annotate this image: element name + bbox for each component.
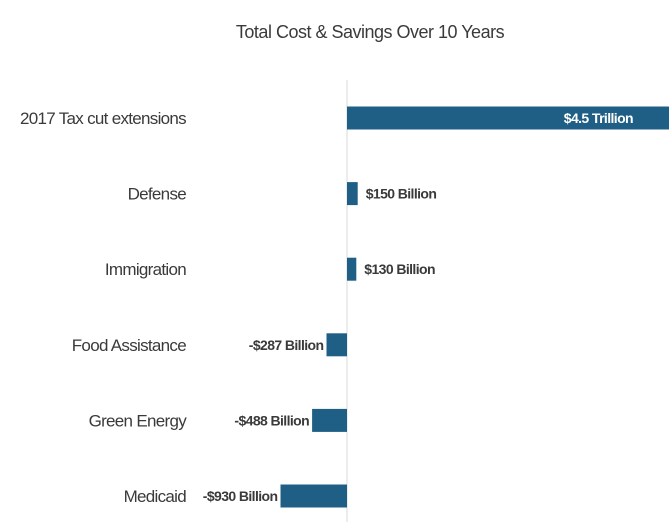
data-label: -$488 Billion [234,412,309,428]
category-label: Green Energy [89,411,188,430]
category-label: Defense [128,185,187,204]
bar-green-energy [312,408,347,432]
data-label: -$287 Billion [249,337,324,353]
bar-2017-tax-cut-extensions [347,106,669,130]
category-label: 2017 Tax cut extensions [20,109,186,128]
category-label: Food Assistance [72,336,186,355]
category-labels: 2017 Tax cut extensions Defense Immigratio… [20,109,188,506]
chart-title: Total Cost & Savings Over 10 Years [236,22,505,42]
bar-defense [347,182,358,206]
category-label: Immigration [105,260,186,279]
data-label: $4.5 Trillion [564,110,633,126]
category-label: Medicaid [124,487,187,506]
data-label: $150 Billion [366,186,437,202]
data-label: -$930 Billion [203,488,278,504]
bar-medicaid [280,484,347,508]
bar-food-assistance [326,333,347,357]
bars-group [280,106,669,508]
bar-immigration [347,257,357,281]
data-label: $130 Billion [364,261,435,277]
data-labels: $4.5 Trillion $150 Billion $130 Billion -$2… [203,110,634,504]
